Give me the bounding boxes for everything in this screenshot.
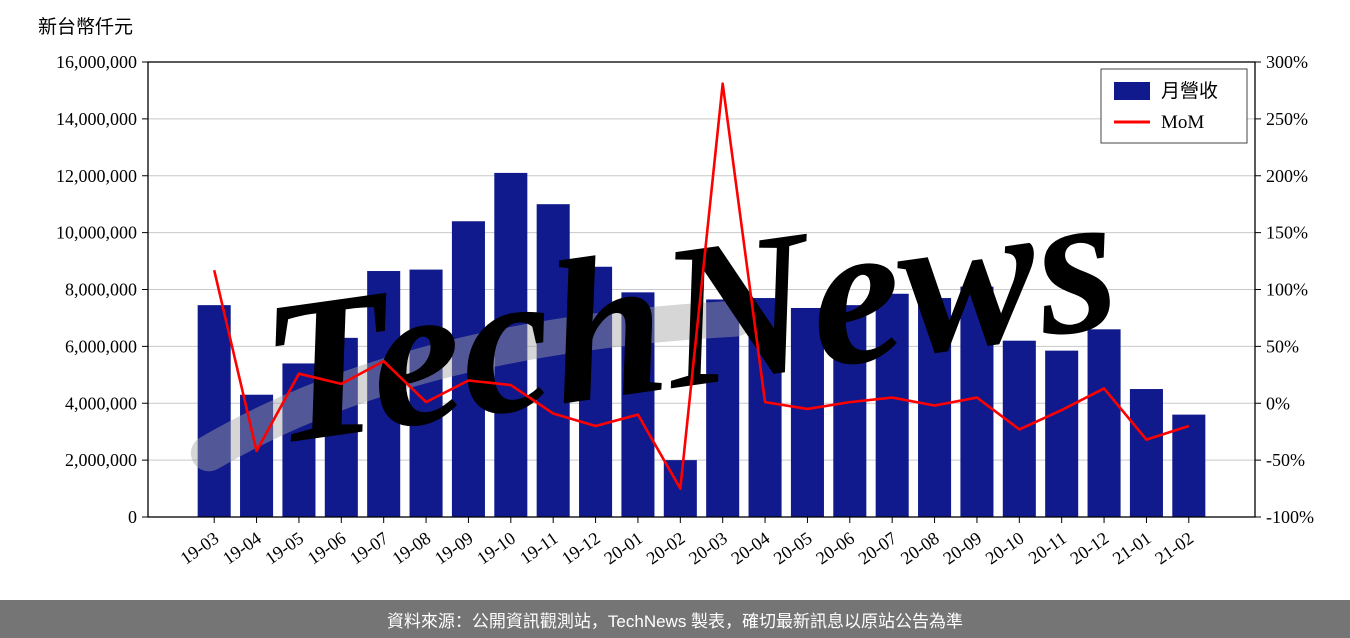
legend-box [1100, 68, 1248, 144]
revenue-mom-chart: 0 2,000,000 4,000,000 6,000,000 8,000,000 10,… [56, 52, 1314, 568]
revenue-bar [1129, 389, 1163, 517]
x-axis-tick-label: 19-10 [473, 528, 519, 568]
revenue-bar [324, 337, 358, 517]
right-axis-tick-label: 150% [1266, 223, 1308, 243]
x-axis-tick-label: 20-02 [643, 528, 689, 568]
x-axis-tick-label: 20-06 [812, 528, 858, 568]
mom-line [212, 82, 1190, 490]
x-axis-tick-label: 20-12 [1066, 528, 1112, 568]
legend: 月營收 MoM [1100, 68, 1248, 144]
watermark-text: TechNews [249, 144, 1130, 488]
revenue-bar [960, 286, 994, 517]
revenue-bar [282, 363, 316, 517]
revenue-bar [240, 394, 274, 517]
left-axis-tick-label: 8,000,000 [65, 280, 137, 300]
revenue-bar [918, 298, 952, 517]
revenue-bar [790, 307, 824, 517]
x-axis-tick-label: 19-09 [431, 528, 477, 568]
right-axis-tick-label: 100% [1266, 280, 1308, 300]
x-axis-tick-label: 19-08 [388, 528, 434, 568]
x-axis-tick-label: 19-03 [177, 528, 223, 568]
left-axis-tick-label: 12,000,000 [56, 166, 137, 186]
x-axis-tick-label: 21-02 [1151, 528, 1197, 568]
x-axis-tick-label: 20-07 [855, 528, 901, 568]
revenue-bar [579, 266, 613, 517]
x-axis-tick-label: 20-08 [897, 528, 943, 568]
left-axis-tick-label: 10,000,000 [56, 223, 137, 243]
x-axis-tick-label: 20-11 [1025, 528, 1070, 568]
legend-label-revenue: 月營收 [1161, 80, 1218, 102]
left-axis-tick-label: 4,000,000 [65, 393, 137, 413]
x-axis-tick-label: 20-03 [685, 528, 731, 568]
right-axis-tick-label: 250% [1266, 109, 1308, 129]
x-axis-tick-label: 20-04 [727, 528, 773, 568]
legend-bar-swatch [1114, 82, 1150, 100]
left-axis-tick-label: 16,000,000 [56, 52, 137, 72]
right-axis-tick-label: 200% [1266, 166, 1308, 186]
x-axis-tick-label: 20-10 [982, 528, 1028, 568]
revenue-bar [451, 221, 485, 517]
x-axis-tick-label: 19-11 [516, 528, 561, 568]
revenue-bar [875, 293, 909, 517]
legend-label-mom: MoM [1161, 112, 1204, 133]
right-axis-tick-label: -50% [1266, 450, 1305, 470]
revenue-bar [1045, 350, 1079, 517]
watermark-swoosh [190, 300, 754, 472]
left-axis-tick-label: 14,000,000 [56, 109, 137, 129]
left-axis-tick-label: 2,000,000 [65, 450, 137, 470]
revenue-bar [621, 292, 655, 517]
x-axis-tick-label: 19-06 [304, 528, 350, 568]
revenue-bar [409, 269, 443, 517]
x-axis-tick-label: 19-12 [558, 528, 604, 568]
x-axis-tick-label: 20-01 [600, 528, 646, 568]
revenue-bar [197, 305, 231, 517]
x-axis-tick-label: 20-09 [939, 528, 985, 568]
x-axis-tick-label: 19-04 [219, 528, 265, 568]
revenue-bar [1172, 414, 1206, 517]
y-axis-unit-label: 新台幣仟元 [38, 17, 134, 38]
plot-border [147, 61, 1256, 518]
right-axis-tick-label: 0% [1266, 393, 1290, 413]
right-axis-tick-label: -100% [1266, 507, 1314, 527]
x-axis-tick-label: 21-01 [1109, 528, 1155, 568]
left-axis-tick-label: 0 [128, 507, 137, 527]
left-axis-tick-label: 6,000,000 [65, 336, 137, 356]
revenue-bar [367, 271, 401, 517]
x-axis-tick-label: 19-07 [346, 528, 392, 568]
revenue-bar [536, 204, 570, 517]
x-axis-tick-label: 19-05 [261, 528, 307, 568]
revenue-bar [494, 172, 528, 517]
x-axis-tick-label: 20-05 [770, 528, 816, 568]
revenue-bar [706, 299, 740, 517]
right-axis-tick-label: 50% [1266, 336, 1299, 356]
source-footer: 資料來源：公開資訊觀測站，TechNews 製表，確切最新訊息以原站公告為準 [0, 600, 1350, 638]
right-axis-tick-label: 300% [1266, 52, 1308, 72]
revenue-bar [748, 298, 782, 517]
revenue-bar [1087, 329, 1121, 517]
revenue-bar [833, 305, 867, 517]
